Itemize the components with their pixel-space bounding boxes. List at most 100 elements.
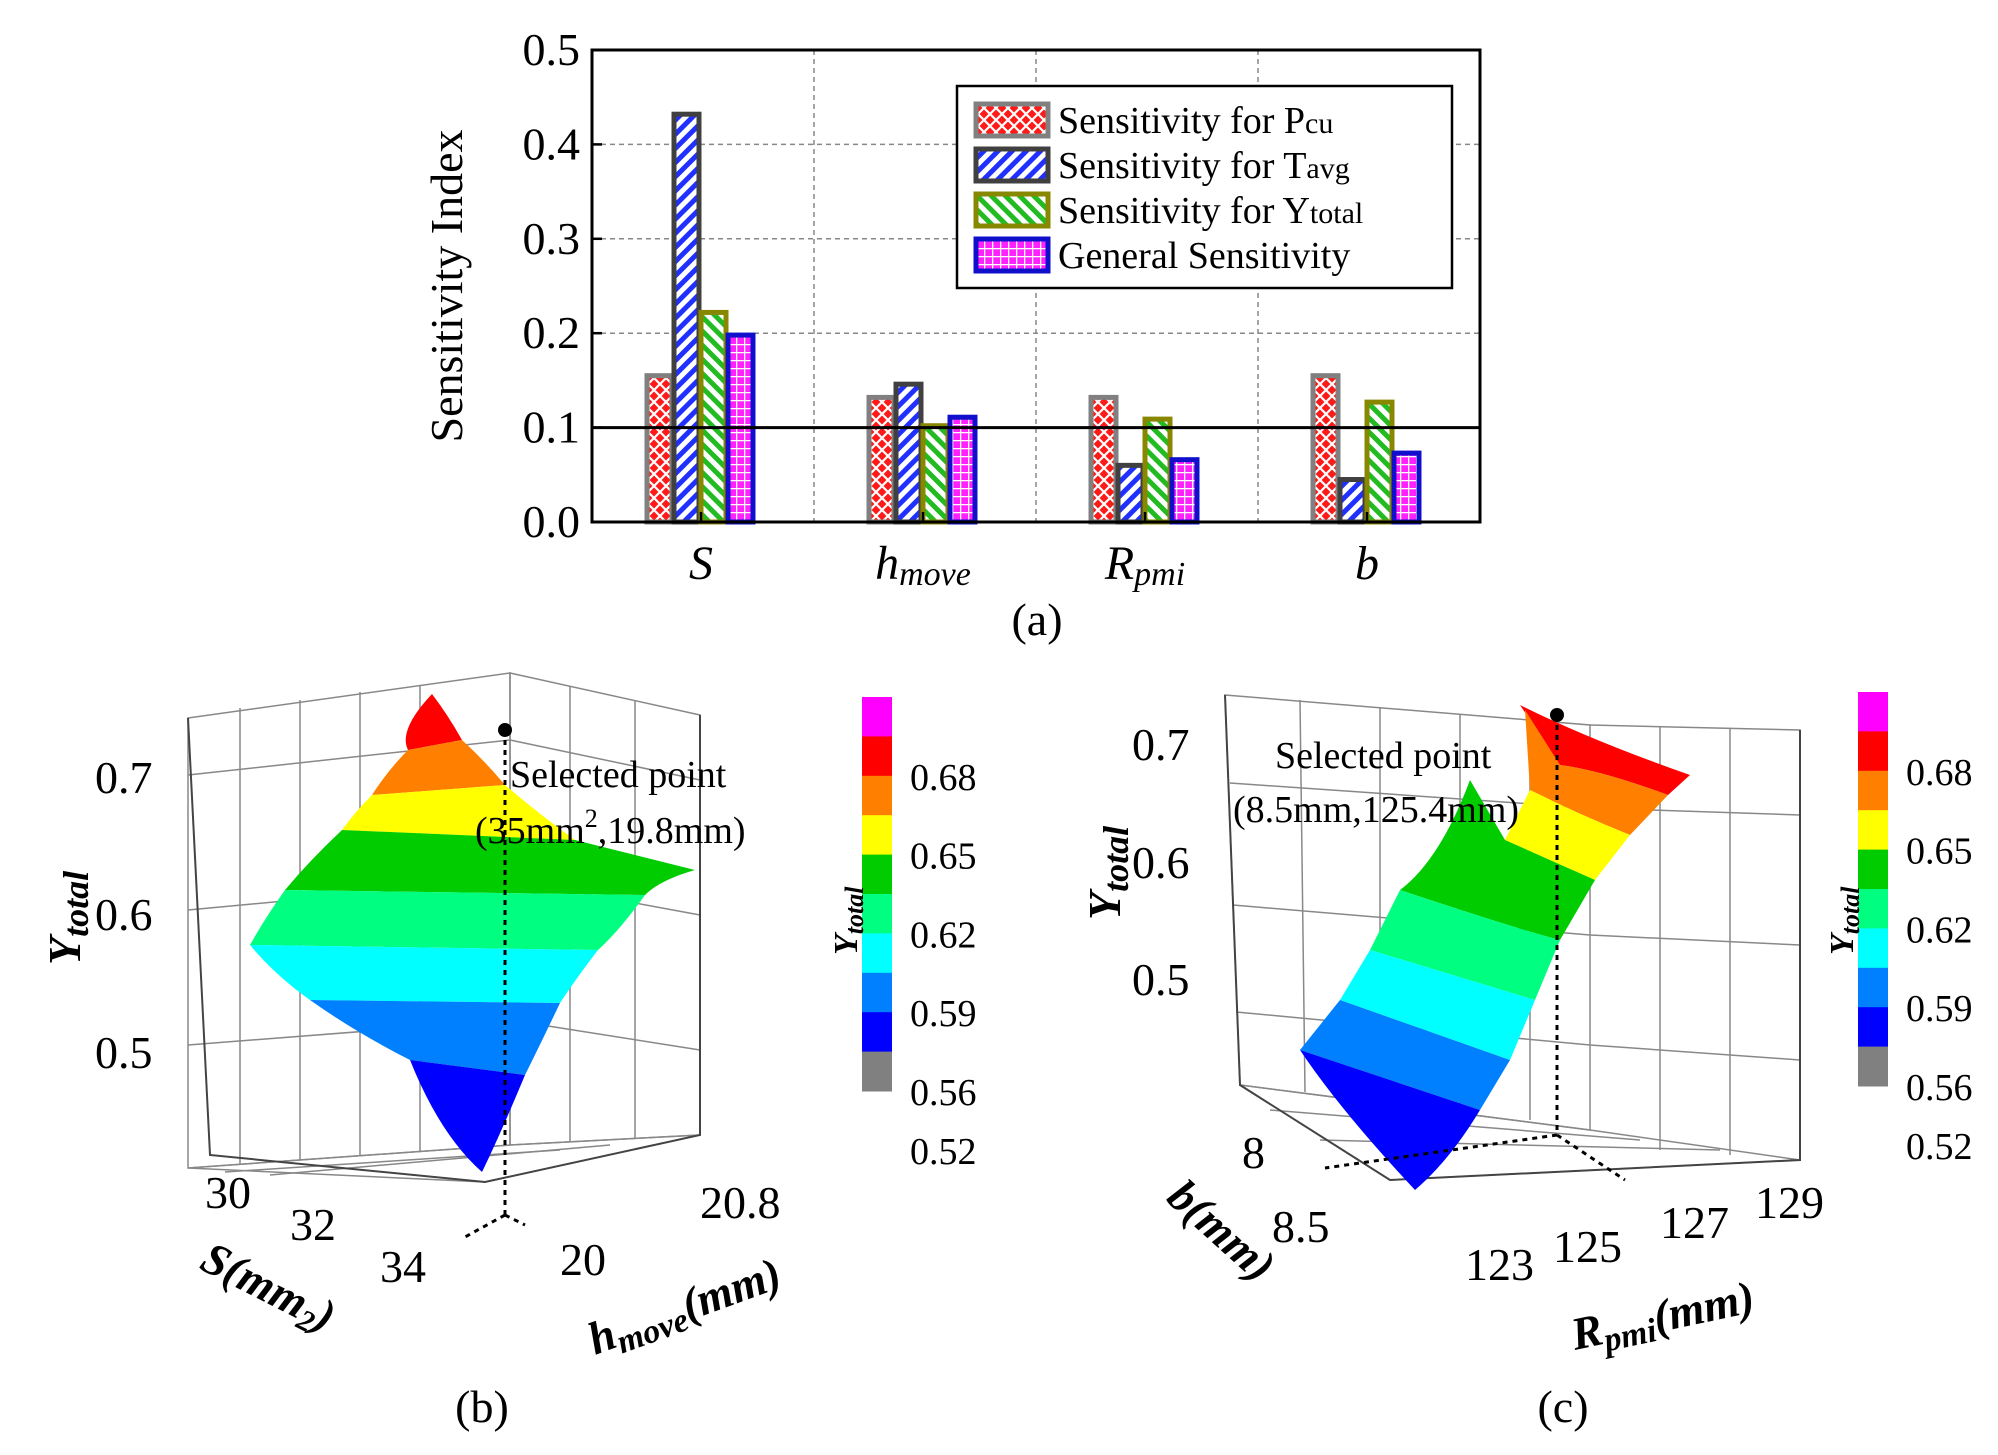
a-legend-label-main: Sensitivity for Y: [1058, 190, 1310, 232]
colorbar-tick-label: 0.52: [1906, 1126, 1973, 1168]
c-selected-point-marker: [1550, 708, 1564, 722]
c-z-tick-1: 0.6: [1132, 837, 1190, 888]
colorbar-segment: [862, 815, 892, 856]
a-y-axis-label: Sensitivity Index: [421, 129, 472, 442]
colorbar-segment: [1858, 928, 1888, 969]
a-legend-label-main: General Sensitivity: [1058, 235, 1350, 277]
b-selected-point-lines: [464, 730, 526, 1239]
colorbar-segment: [862, 933, 892, 974]
a-legend-swatch: [973, 236, 1051, 274]
a-legend-label: Sensitivity for Ytotal: [1058, 190, 1363, 232]
c-z-tick-0: 0.7: [1132, 719, 1190, 770]
b-y-axis-label: hmove(mm): [581, 1248, 790, 1370]
b-z-label-main: Y: [39, 933, 90, 965]
b-outer-axes: [187, 715, 701, 1184]
colorbar-segment: [862, 1012, 892, 1053]
b-y-label-end: (mm): [674, 1248, 787, 1331]
a-y-tick-label: 0.2: [523, 307, 581, 358]
c-colorbar: 0.68 0.65 0.62 0.59 0.56 0.52: [1858, 692, 1973, 1168]
c-x-axis-label: b(mm): [1158, 1170, 1285, 1292]
colorbar-segment: [862, 775, 892, 816]
a-x-tick-sub: move: [899, 556, 971, 593]
colorbar-tick-label: 0.62: [910, 914, 977, 956]
colorbar-tick-label: 0.65: [910, 836, 977, 878]
c-annotation-line2: (8.5mm,125.4mm): [1233, 789, 1519, 831]
a-bar: [1169, 457, 1200, 525]
a-legend-label: Sensitivity for Tavg: [1058, 145, 1350, 187]
a-legend-label-sub: cu: [1305, 107, 1333, 140]
a-bar: [1115, 462, 1146, 525]
colorbar-tick-label: 0.68: [910, 757, 977, 799]
a-bar: [1391, 450, 1422, 525]
c-y-tick-2: 127: [1660, 1197, 1729, 1248]
a-bar: [644, 373, 675, 525]
b-colorbar: 0.68 0.65 0.62 0.59 0.56 0.52: [862, 697, 977, 1173]
b-annotation-line2: (35mm2,19.8mm): [475, 804, 746, 852]
c-annotation-pre: (8.5mm,125.4mm): [1233, 789, 1519, 831]
c-colorbar-title-main: Y: [1824, 931, 1861, 955]
a-x-tick-sub: pmi: [1132, 556, 1185, 593]
a-x-tick-main: S: [689, 537, 713, 590]
c-y-axis-label: Rpmi(mm): [1565, 1271, 1760, 1366]
a-legend-label-main: Sensitivity for P: [1058, 100, 1305, 142]
a-bar: [1088, 394, 1119, 525]
a-x-tick-main: R: [1104, 537, 1134, 590]
panel-c-label: (c): [1537, 1381, 1588, 1432]
b-annotation-pre: (35mm: [475, 810, 585, 852]
a-legend-label-sub: avg: [1306, 152, 1349, 185]
colorbar-tick-label: 0.56: [1906, 1067, 1973, 1109]
b-x-tick-1: 32: [290, 1199, 336, 1250]
c-y-tick-1: 125: [1553, 1221, 1622, 1272]
a-legend-swatch: [973, 101, 1051, 139]
colorbar-segment: [862, 736, 892, 777]
colorbar-segment: [1858, 849, 1888, 890]
a-legend-label-main: Sensitivity for T: [1058, 145, 1306, 187]
a-x-tick-label: S: [689, 537, 713, 590]
a-legend-label: General Sensitivity: [1058, 235, 1350, 277]
c-z-label-sub: total: [1096, 826, 1136, 892]
a-y-ticks: 0.0 0.1 0.2 0.3 0.4 0.5: [523, 24, 602, 547]
a-legend-label: Sensitivity for Pcu: [1058, 100, 1333, 142]
b-annotation-post: ,19.8mm): [598, 810, 746, 852]
colorbar-segment: [1858, 1046, 1888, 1087]
c-y-label-end: (mm): [1648, 1271, 1759, 1342]
colorbar-segment: [1858, 889, 1888, 929]
a-y-tick-label: 0.4: [523, 118, 581, 169]
b-z-tick-2: 0.5: [95, 1027, 153, 1078]
a-y-tick-label: 0.5: [523, 24, 581, 75]
a-x-tick-main: b: [1355, 537, 1379, 590]
colorbar-tick-label: 0.68: [1906, 752, 1973, 794]
b-colorbar-title: Ytotal: [828, 886, 869, 955]
colorbar-tick-label: 0.65: [1906, 831, 1973, 873]
b-x-tick-2: 34: [380, 1241, 426, 1292]
b-surface: [250, 694, 695, 1172]
colorbar-segment: [1858, 731, 1888, 772]
a-bar: [920, 423, 951, 525]
colorbar-segment: [1858, 1007, 1888, 1048]
a-bar: [1337, 477, 1368, 525]
c-z-axis-label: Ytotal: [1079, 826, 1136, 920]
colorbar-segment: [862, 854, 892, 895]
c-y-tick-0: 123: [1465, 1239, 1534, 1290]
a-y-tick-label: 0.0: [523, 496, 581, 547]
c-selected-point-lines: [1324, 715, 1626, 1182]
colorbar-tick-label: 0.52: [910, 1131, 977, 1173]
b-z-tick-1: 0.6: [95, 889, 153, 940]
colorbar-segment: [862, 972, 892, 1013]
panel-c-surface-plot: Selected point (8.5mm,125.4mm) 0.7 0.6 0…: [1079, 692, 1973, 1432]
b-colorbar-title-sub: total: [840, 886, 869, 934]
c-y-label-sub: pmi: [1598, 1312, 1661, 1360]
panel-a-label: (a): [1011, 594, 1062, 645]
a-y-tick-label: 0.3: [523, 213, 581, 264]
b-annotation-line1: Selected point: [510, 754, 727, 796]
a-legend-label-sub: total: [1310, 197, 1363, 230]
a-bar: [893, 381, 924, 525]
a-bar: [671, 111, 702, 525]
a-x-tick-label: Rpmi: [1104, 537, 1185, 593]
colorbar-segment: [1858, 810, 1888, 851]
c-z-label-main: Y: [1079, 888, 1130, 920]
c-colorbar-title: Ytotal: [1824, 886, 1865, 955]
